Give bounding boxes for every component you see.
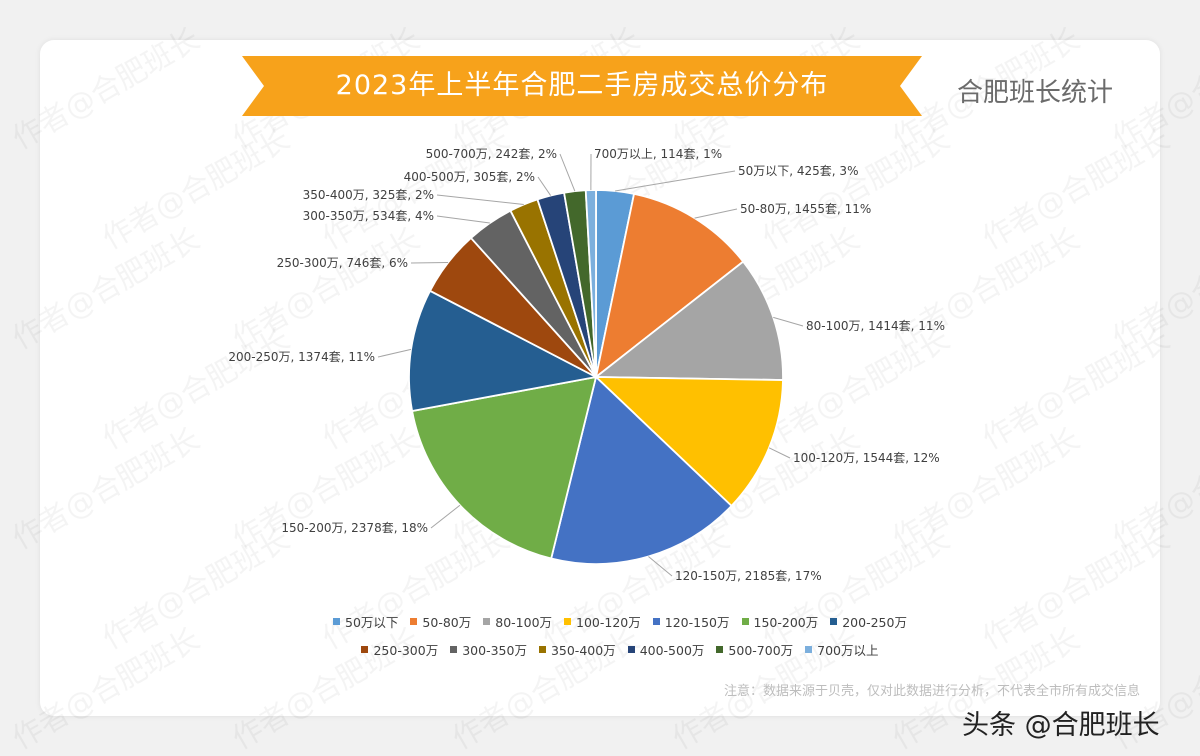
legend-swatch — [333, 618, 341, 625]
legend-swatch — [410, 618, 418, 625]
legend-label: 250-300万 — [373, 643, 439, 658]
data-label: 100-120万, 1544套, 12% — [793, 451, 940, 465]
data-note: 注意：数据来源于贝壳，仅对此数据进行分析，不代表全市所有成交信息 — [723, 684, 1140, 699]
legend-item: 200-250万 — [830, 612, 907, 631]
pie-slice — [593, 376, 784, 508]
leader-line — [537, 176, 552, 196]
legend-item: 350-400万 — [538, 640, 616, 659]
legend-label: 100-120万 — [576, 615, 641, 630]
leader-line — [436, 194, 524, 206]
data-label: 120-150万, 2185套, 17% — [675, 569, 822, 583]
data-label: 300-350万, 534套, 4% — [303, 209, 434, 223]
source-label: 合肥班长统计 — [956, 78, 1113, 108]
data-label: 50万以下, 425套, 3% — [738, 164, 858, 178]
legend-swatch — [741, 618, 749, 625]
data-label: 250-300万, 746套, 6% — [277, 256, 408, 270]
leader-line — [694, 208, 738, 219]
legend-swatch — [538, 646, 546, 653]
legend-swatch — [627, 646, 635, 653]
data-label: 150-200万, 2378套, 18% — [281, 521, 428, 535]
legend-item: 500-700万 — [716, 640, 793, 659]
data-label: 200-250万, 1374套, 11% — [228, 350, 375, 364]
pie-slice — [408, 289, 599, 413]
legend: 50万以下 50-80万 80-100万 100-120万 120-150万 150-20… — [300, 612, 940, 668]
legend-item: 700万以上 — [805, 640, 879, 659]
data-label: 700万以上, 114套, 1% — [594, 147, 722, 161]
data-label: 500-700万, 242套, 2% — [426, 147, 557, 161]
legend-label: 50万以下 — [345, 615, 399, 630]
leader-line — [377, 348, 412, 358]
banner-shape — [242, 56, 922, 116]
legend-label: 150-200万 — [753, 615, 819, 630]
legend-swatch — [830, 618, 838, 625]
legend-item: 120-150万 — [652, 612, 730, 631]
legend-swatch — [716, 646, 724, 653]
pie-slice — [411, 375, 598, 560]
legend-item: 100-120万 — [564, 612, 641, 631]
legend-swatch — [564, 618, 572, 625]
legend-swatch — [483, 618, 491, 625]
footer-brand: 头条 @合肥班长 — [962, 710, 1160, 741]
legend-swatch — [805, 646, 813, 653]
legend-label: 400-500万 — [639, 643, 705, 658]
legend-swatch — [361, 646, 369, 653]
legend-label: 500-700万 — [728, 643, 794, 658]
legend-item: 80-100万 — [483, 612, 552, 631]
leader-line — [559, 153, 576, 192]
legend-label: 700万以上 — [817, 643, 879, 658]
pie-slice — [584, 189, 597, 378]
legend-label: 300-350万 — [462, 643, 527, 658]
leader-line — [436, 215, 490, 224]
legend-item: 50-80万 — [410, 612, 471, 631]
title-banner: 2023年上半年合肥二手房成交总价分布 — [242, 56, 922, 116]
leader-line — [430, 504, 461, 529]
legend-item: 150-200万 — [741, 612, 819, 631]
legend-swatch — [450, 646, 458, 653]
leader-line — [648, 556, 673, 577]
legend-item: 50万以下 — [333, 612, 398, 631]
legend-item: 250-300万 — [361, 640, 438, 659]
leader-line — [615, 170, 736, 192]
legend-row: 250-300万 300-350万 350-400万 400-500万 500-700万… — [300, 640, 940, 659]
legend-label: 50-80万 — [422, 615, 472, 630]
legend-item: 300-350万 — [450, 640, 527, 659]
pie-slice — [550, 375, 733, 565]
data-label: 50-80万, 1455套, 11% — [740, 202, 871, 216]
legend-swatch — [652, 618, 660, 625]
data-label: 350-400万, 325套, 2% — [303, 188, 434, 202]
legend-label: 120-150万 — [664, 615, 730, 630]
data-label: 80-100万, 1414套, 11% — [806, 319, 945, 333]
leader-line — [773, 316, 804, 327]
legend-row: 50万以下 50-80万 80-100万 100-120万 120-150万 150-20… — [300, 612, 940, 631]
chart-title: 2023年上半年合肥二手房成交总价分布 — [335, 70, 829, 101]
legend-label: 200-250万 — [842, 615, 907, 630]
legend-label: 80-100万 — [495, 615, 553, 630]
legend-item: 400-500万 — [627, 640, 705, 659]
legend-label: 350-400万 — [550, 643, 616, 658]
data-label: 400-500万, 305套, 2% — [404, 170, 535, 184]
leader-line — [768, 447, 791, 459]
